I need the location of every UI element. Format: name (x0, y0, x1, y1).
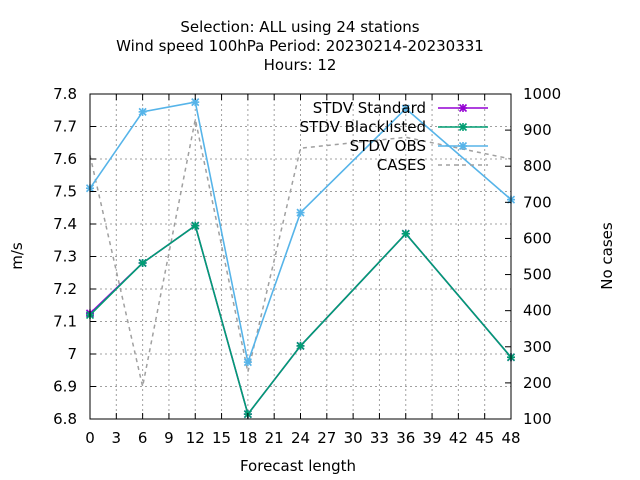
legend-label: STDV Blacklisted (300, 118, 426, 136)
data-point (243, 358, 252, 367)
y-tick-label: 7.8 (53, 85, 77, 103)
y2-tick-label: 1000 (523, 85, 561, 103)
y-tick-label: 7.7 (53, 118, 77, 136)
x-tick-label: 12 (186, 429, 205, 447)
x-tick-label: 21 (265, 429, 284, 447)
y-tick-label: 7.1 (53, 313, 77, 331)
legend-item: STDV OBS (350, 137, 488, 155)
x-tick-label: 45 (475, 429, 494, 447)
legend-label: CASES (377, 156, 426, 174)
y-tick-label: 7.4 (53, 215, 77, 233)
x-tick-label: 18 (238, 429, 257, 447)
x-tick-label: 39 (423, 429, 442, 447)
x-tick-label: 15 (212, 429, 231, 447)
title-line-2: Wind speed 100hPa Period: 20230214-20230… (116, 37, 484, 55)
y2-tick-label: 500 (523, 266, 552, 284)
legend-item: STDV Standard (313, 99, 488, 117)
y2-tick-label: 800 (523, 157, 552, 175)
x-tick-label: 30 (344, 429, 363, 447)
data-point (458, 141, 468, 151)
y-tick-label: 7.2 (53, 280, 77, 298)
x-tick-label: 36 (396, 429, 415, 447)
legend-label: STDV OBS (350, 137, 426, 155)
data-point (458, 122, 468, 132)
x-tick-label: 48 (501, 429, 520, 447)
data-point (401, 104, 410, 113)
y2-tick-label: 200 (523, 374, 552, 392)
data-point (138, 107, 147, 116)
y-tick-label: 7.6 (53, 150, 77, 168)
series-line-stdv-obs (89, 101, 512, 366)
grid (90, 94, 511, 419)
y2-tick-label: 600 (523, 229, 552, 247)
y-tick-label: 7.3 (53, 248, 77, 266)
data-point (401, 229, 410, 238)
data-point (138, 258, 147, 268)
x-tick-label: 3 (112, 429, 122, 447)
y2-tick-label: 100 (523, 410, 552, 428)
x-tick-label: 42 (449, 429, 468, 447)
title-line-1: Selection: ALL using 24 stations (180, 18, 419, 36)
x-tick-label: 9 (164, 429, 174, 447)
x-tick-label: 6 (138, 429, 148, 447)
y2-tick-label: 700 (523, 193, 552, 211)
y-axis-label: m/s (8, 242, 26, 270)
data-point (296, 208, 305, 217)
x-tick-label: 24 (291, 429, 310, 447)
chart-title: Selection: ALL using 24 stations Wind sp… (116, 18, 484, 74)
x-axis-label: Forecast length (240, 457, 356, 475)
y-tick-label: 7.5 (53, 183, 77, 201)
data-point (458, 103, 468, 113)
legend-label: STDV Standard (313, 99, 426, 117)
y2-tick-label: 900 (523, 121, 552, 139)
y2-tick-label: 400 (523, 302, 552, 320)
y-tick-label: 7 (67, 345, 77, 363)
x-tick-label: 33 (370, 429, 389, 447)
title-line-3: Hours: 12 (264, 56, 337, 74)
y2-tick-label: 300 (523, 338, 552, 356)
x-tick-label: 0 (85, 429, 95, 447)
y2-axis-label: No cases (598, 222, 616, 290)
y-tick-label: 6.9 (53, 378, 77, 396)
y-tick-label: 6.8 (53, 410, 77, 428)
legend-item: STDV Blacklisted (300, 118, 488, 136)
data-point (296, 341, 305, 350)
legend-item: CASES (377, 156, 488, 174)
x-tick-label: 27 (317, 429, 336, 447)
data-point (191, 221, 200, 230)
axis-ticks: 0 3 6 9 12 15 18 21 24 27 30 33 36 39 42 45 486.86.977.1… (53, 85, 561, 447)
